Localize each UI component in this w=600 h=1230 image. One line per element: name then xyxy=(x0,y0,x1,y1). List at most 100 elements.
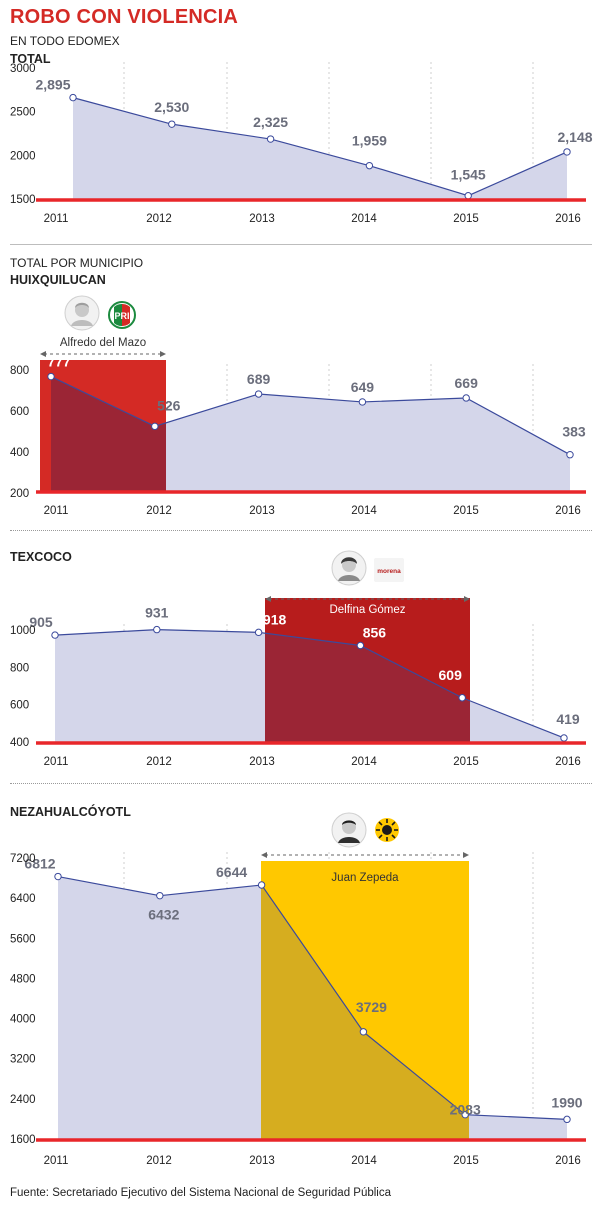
y-tick-label: 7200 xyxy=(10,853,36,865)
data-point xyxy=(563,148,571,156)
data-label: 526 xyxy=(157,397,181,413)
x-tick-label: 2013 xyxy=(249,756,275,768)
source-note: Fuente: Secretariado Ejecutivo del Siste… xyxy=(10,1187,391,1199)
arrow-right-icon xyxy=(464,596,470,602)
data-point xyxy=(566,451,574,459)
x-tick-label: 2014 xyxy=(351,505,377,517)
arrow-left-icon xyxy=(265,596,271,602)
data-label: 918 xyxy=(263,611,287,627)
arrow-right-icon xyxy=(160,351,166,357)
x-tick-label: 2011 xyxy=(44,213,69,225)
y-tick-label: 200 xyxy=(10,488,29,500)
data-label: 905 xyxy=(29,614,53,630)
y-tick-label: 1000 xyxy=(10,625,36,637)
municipios-label: TOTAL POR MUNICIPIO xyxy=(10,256,144,270)
morena-logo-icon: morena xyxy=(374,558,404,587)
data-point xyxy=(151,422,159,431)
y-tick-label: 600 xyxy=(10,406,29,418)
data-label: 2,530 xyxy=(154,99,189,115)
x-tick-label: 2015 xyxy=(453,505,479,517)
area-series xyxy=(73,97,567,199)
data-point xyxy=(464,192,472,200)
svg-text:PRI: PRI xyxy=(114,311,129,321)
area-series xyxy=(51,376,570,491)
politician-avatar-gomez xyxy=(331,550,367,591)
data-point xyxy=(254,390,263,398)
data-point xyxy=(358,398,367,406)
politician-avatar-del-mazo xyxy=(64,295,100,336)
nezahualcoyotl-title: NEZAHUALCÓYOTL xyxy=(10,805,131,819)
chart-subtitle: EN TODO EDOMEX xyxy=(10,34,120,48)
y-tick-label: 1500 xyxy=(10,194,36,206)
y-tick-label: 800 xyxy=(10,365,29,377)
texcoco-title: TEXCOCO xyxy=(10,550,72,564)
x-tick-label: 2016 xyxy=(555,756,581,768)
section-divider xyxy=(10,244,592,245)
term-area-overlay xyxy=(51,376,166,491)
x-tick-label: 2014 xyxy=(351,213,377,225)
data-label: 1990 xyxy=(551,1094,582,1110)
series-line xyxy=(57,875,568,1120)
y-tick-label: 6400 xyxy=(10,893,36,905)
x-tick-label: 2013 xyxy=(249,213,275,225)
y-tick-label: 400 xyxy=(10,447,29,459)
politician-name: Alfredo del Mazo xyxy=(60,337,146,349)
x-tick-label: 2012 xyxy=(146,505,172,517)
x-tick-label: 2013 xyxy=(249,505,275,517)
y-tick-label: 1600 xyxy=(10,1134,36,1146)
data-label: 669 xyxy=(455,375,479,391)
data-label: 419 xyxy=(556,711,580,727)
data-label: 6432 xyxy=(148,907,179,923)
data-label: 1,545 xyxy=(451,167,486,183)
data-label: 2,895 xyxy=(35,77,70,93)
huixquilucan-title: HUIXQUILUCAN xyxy=(10,273,106,287)
total-section-title: TOTAL xyxy=(10,52,51,66)
y-tick-label: 3200 xyxy=(10,1054,36,1066)
data-label: 777 xyxy=(47,354,71,370)
data-point xyxy=(254,628,263,637)
term-area-overlay xyxy=(265,633,470,742)
x-tick-label: 2011 xyxy=(44,756,69,768)
data-point xyxy=(257,881,266,889)
svg-text:morena: morena xyxy=(377,568,401,575)
data-label: 689 xyxy=(247,371,271,387)
data-label: 609 xyxy=(439,667,463,683)
series-line xyxy=(72,97,568,197)
y-tick-label: 2000 xyxy=(10,150,36,162)
data-point xyxy=(51,631,59,639)
data-label: 6812 xyxy=(24,856,55,872)
series-line xyxy=(50,376,571,456)
x-tick-label: 2016 xyxy=(555,1155,581,1167)
data-label: 931 xyxy=(145,605,169,621)
x-tick-label: 2016 xyxy=(555,505,581,517)
x-tick-label: 2011 xyxy=(44,505,69,517)
y-tick-label: 4800 xyxy=(10,973,36,985)
x-tick-label: 2013 xyxy=(249,1155,275,1167)
politician-avatar-zepeda xyxy=(331,812,367,853)
data-point xyxy=(47,372,55,381)
data-label: 2083 xyxy=(450,1102,481,1118)
data-point xyxy=(359,1028,368,1036)
data-point xyxy=(54,872,62,881)
x-tick-label: 2012 xyxy=(146,213,172,225)
x-tick-label: 2014 xyxy=(351,756,377,768)
y-tick-label: 5600 xyxy=(10,933,36,945)
x-tick-label: 2012 xyxy=(146,756,172,768)
data-point xyxy=(356,641,365,650)
data-point xyxy=(461,1110,469,1119)
data-point xyxy=(563,1115,571,1124)
x-tick-label: 2011 xyxy=(44,1155,69,1167)
x-tick-label: 2015 xyxy=(453,1155,479,1167)
politician-name: Delfina Gómez xyxy=(329,604,405,616)
x-tick-label: 2012 xyxy=(146,1155,172,1167)
nezahualcoyotl-chart: Juan Zepeda 6812 6432 6644 3729 2083 1990 7200 6… xyxy=(10,852,586,1167)
politician-name: Juan Zepeda xyxy=(331,872,399,884)
data-label: 2,325 xyxy=(253,114,288,130)
y-tick-label: 600 xyxy=(10,700,29,712)
pri-logo-icon: PRI xyxy=(108,301,136,334)
y-tick-label: 3000 xyxy=(10,63,36,75)
x-tick-label: 2016 xyxy=(555,213,581,225)
data-point xyxy=(156,891,164,900)
data-label: 3729 xyxy=(356,999,387,1015)
y-tick-label: 800 xyxy=(10,662,29,674)
